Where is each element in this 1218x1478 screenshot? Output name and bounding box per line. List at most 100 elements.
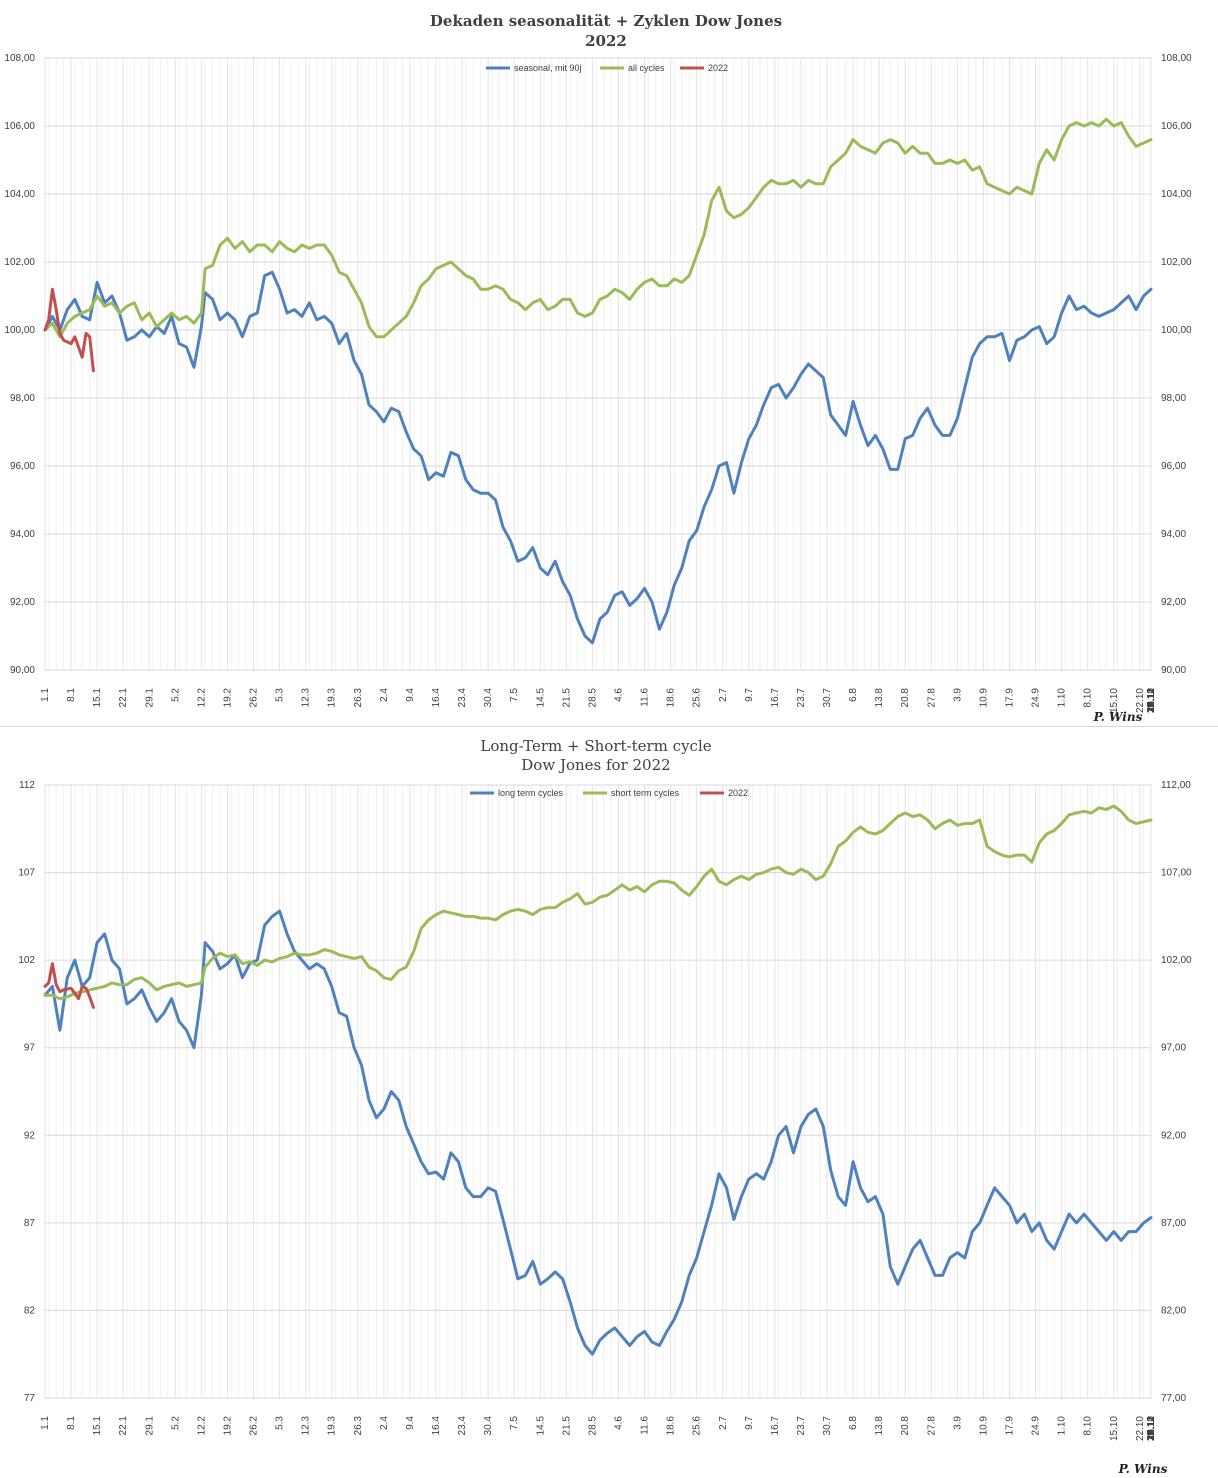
- x-tick-label: 10.9: [978, 688, 989, 708]
- x-tick-label: 30.4: [483, 1416, 494, 1436]
- x-tick-label: 19.11: [1146, 1416, 1157, 1441]
- x-tick-label: 15.1: [92, 688, 103, 708]
- x-tick-label: 31.12: [1146, 688, 1157, 713]
- x-tick-label: 9.4: [405, 1416, 416, 1430]
- chart1-title: Dekaden seasonalität + Zyklen Dow Jones: [430, 12, 782, 30]
- x-tick-label: 17.9: [1004, 688, 1015, 708]
- x-tick-label: 24.12: [1146, 1416, 1157, 1441]
- y-right-tick-label: 77,00: [1161, 1393, 1186, 1404]
- x-tick-label: 1.1: [40, 1416, 51, 1430]
- series-line-2022: [43, 287, 95, 373]
- legend-label: all cycles: [628, 63, 665, 73]
- x-tick-label: 18.6: [666, 688, 677, 708]
- x-tick-label: 17.12: [1146, 1416, 1157, 1441]
- x-tick-label: 24.9: [1031, 688, 1042, 708]
- x-tick-label: 4.6: [613, 1416, 624, 1430]
- chart2-background: [0, 728, 1218, 1478]
- x-tick-label: 10.12: [1146, 1416, 1157, 1441]
- x-tick-label: 17.12: [1146, 688, 1157, 713]
- y-left-tick-label: 102,00: [4, 257, 35, 268]
- x-tick-label: 12.11: [1146, 688, 1157, 713]
- x-tick-label: 1.10: [1057, 1416, 1068, 1436]
- chart-long-short-cycles: Long-Term + Short-term cycle Dow Jones f…: [0, 728, 1218, 1478]
- x-tick-label: 22.10: [1135, 688, 1146, 713]
- x-tick-label: 24.9: [1031, 1416, 1042, 1436]
- x-tick-label: 27.8: [926, 688, 937, 708]
- y-right-tick-label: 107,00: [1161, 868, 1192, 879]
- x-tick-label: 8.1: [66, 1416, 77, 1430]
- x-tick-label: 26.2: [249, 1416, 260, 1436]
- x-tick-label: 23.4: [457, 1416, 468, 1436]
- chart-seasonal-cycles: Dekaden seasonalität + Zyklen Dow Jones …: [0, 0, 1218, 726]
- y-left-tick-label: 107: [18, 868, 35, 879]
- x-tick-label: 19.11: [1146, 688, 1157, 713]
- y-right-tick-label: 102,00: [1161, 955, 1192, 966]
- y-right-tick-label: 94,00: [1161, 529, 1186, 540]
- x-tick-label: 26.2: [249, 688, 260, 708]
- x-tick-label: 25.6: [692, 1416, 703, 1436]
- y-right-tick-label: 106,00: [1161, 121, 1192, 132]
- y-left-tick-label: 92,00: [10, 597, 35, 608]
- y-right-tick-label: 96,00: [1161, 461, 1186, 472]
- x-tick-label: 26.11: [1146, 1416, 1157, 1441]
- x-tick-label: 5.3: [275, 688, 286, 702]
- y-left-tick-label: 97: [24, 1043, 36, 1054]
- x-tick-label: 2.7: [718, 1416, 729, 1430]
- x-tick-label: 9.7: [744, 688, 755, 702]
- x-tick-label: 7.5: [509, 688, 520, 702]
- legend-label: long term cycles: [498, 788, 564, 798]
- y-left-tick-label: 90,00: [10, 665, 35, 676]
- x-tick-label: 19.3: [327, 688, 338, 708]
- x-tick-label: 5.11: [1146, 688, 1157, 707]
- x-tick-label: 3.12: [1146, 1416, 1157, 1436]
- chart2-signature: P. Wins: [1118, 1462, 1168, 1476]
- x-tick-label: 5.3: [275, 1416, 286, 1430]
- x-tick-label: 18.6: [666, 1416, 677, 1436]
- y-left-tick-label: 77: [24, 1393, 36, 1404]
- y-right-tick-label: 97,00: [1161, 1043, 1186, 1054]
- y-left-tick-label: 96,00: [10, 461, 35, 472]
- x-tick-label: 25.6: [692, 688, 703, 708]
- x-tick-label: 26.11: [1146, 688, 1157, 713]
- chart1-signature: P. Wins: [1093, 710, 1143, 724]
- x-tick-label: 2.7: [718, 688, 729, 702]
- y-right-tick-label: 104,00: [1161, 189, 1192, 200]
- x-tick-label: 13.8: [874, 688, 885, 708]
- x-tick-label: 15.1: [92, 1416, 103, 1436]
- x-tick-label: 20.8: [900, 1416, 911, 1436]
- x-tick-label: 16.7: [770, 1416, 781, 1436]
- x-tick-label: 22.10: [1135, 1416, 1146, 1441]
- x-tick-label: 11.6: [640, 688, 651, 707]
- y-right-tick-label: 82,00: [1161, 1305, 1186, 1316]
- x-tick-label: 20.8: [900, 688, 911, 708]
- x-tick-label: 16.7: [770, 688, 781, 708]
- x-tick-label: 1.1: [40, 688, 51, 702]
- x-tick-label: 15.10: [1109, 1416, 1120, 1441]
- x-tick-label: 12.11: [1146, 1416, 1157, 1441]
- x-tick-label: 27.8: [926, 1416, 937, 1436]
- chart2-title: Long-Term + Short-term cycle: [480, 737, 711, 755]
- y-left-tick-label: 82: [24, 1305, 36, 1316]
- x-tick-label: 9.7: [744, 1416, 755, 1430]
- legend-label: 2022: [728, 788, 748, 798]
- x-tick-label: 23.7: [796, 688, 807, 708]
- x-tick-label: 26.3: [353, 1416, 364, 1436]
- x-tick-label: 6.8: [848, 688, 859, 702]
- y-right-tick-label: 102,00: [1161, 257, 1192, 268]
- x-tick-label: 30.7: [822, 688, 833, 708]
- y-left-tick-label: 108,00: [4, 53, 35, 64]
- chart2-y-axis-left: 77 82 87 92 97 102 107 112: [18, 780, 35, 1404]
- x-tick-label: 23.4: [457, 688, 468, 708]
- chart-divider: [0, 726, 1218, 727]
- chart1-x-axis: 1.1 8.1 15.1 22.1 29.1 5.2 12.2 19.2 26.2 5.3 12.3…: [40, 688, 1157, 713]
- y-right-tick-label: 112,00: [1161, 780, 1191, 791]
- x-tick-label: 3.12: [1146, 688, 1157, 708]
- x-tick-label: 29.1: [144, 688, 155, 708]
- x-tick-label: 19.2: [222, 688, 233, 708]
- y-left-tick-label: 87: [24, 1218, 36, 1229]
- x-tick-label: 30.7: [822, 1416, 833, 1436]
- y-right-tick-label: 90,00: [1161, 665, 1186, 676]
- y-left-tick-label: 94,00: [10, 529, 35, 540]
- chart1-series: [43, 117, 1153, 645]
- x-tick-label: 13.8: [874, 1416, 885, 1436]
